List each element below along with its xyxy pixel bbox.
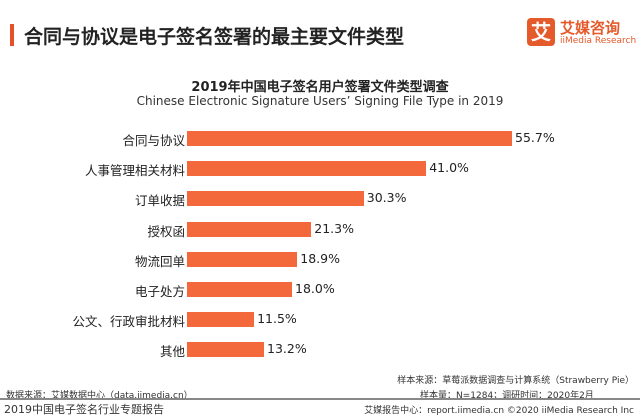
- category-label: 其他: [159, 344, 185, 360]
- data-source: 数据来源：艾媒数据中心（data.iimedia.cn）: [6, 391, 193, 401]
- bar: [187, 251, 298, 267]
- value-label: 13.2%: [267, 341, 307, 357]
- bar: [187, 282, 293, 297]
- value-label: 11.5%: [257, 311, 297, 327]
- page-title: 合同与协议是电子签名签署的最主要文件类型: [24, 26, 405, 48]
- value-label: 41.0%: [429, 160, 469, 176]
- bar: [187, 342, 265, 358]
- category-label: 授权函: [147, 223, 185, 239]
- value-label: 18.0%: [295, 281, 335, 296]
- value-label: 21.3%: [314, 220, 354, 236]
- value-label: 55.7%: [515, 130, 555, 145]
- category-label: 电子处方: [134, 284, 185, 299]
- sample-source: 样本来源：草莓派数据调查与计算系统（Strawberry Pie）: [397, 376, 634, 386]
- bar: [187, 161, 427, 177]
- copyright: 艾媒报告中心：report.iimedia.cn ©2020 iiMedia R…: [364, 406, 634, 416]
- value-label: 18.9%: [300, 250, 340, 266]
- bar: [187, 312, 255, 328]
- category-label: 合同与协议: [122, 133, 185, 148]
- report-name: 2019中国电子签名行业专题报告: [4, 403, 164, 416]
- bar: [187, 221, 312, 237]
- category-label: 公文、行政审批材料: [72, 314, 185, 330]
- bar: [187, 131, 512, 146]
- value-label: 30.3%: [366, 190, 407, 206]
- sample-info: 样本量：N=1284；调研时间：2020年2月: [420, 391, 594, 401]
- logo-mark: 艾: [527, 18, 555, 46]
- category-label: 物流回单: [134, 253, 185, 269]
- category-label: 人事管理相关材料: [84, 163, 185, 179]
- chart-title: 2019年中国电子签名用户签署文件类型调查: [191, 80, 449, 95]
- category-label: 订单收据: [134, 193, 185, 209]
- chart-subtitle: Chinese Electronic Signature Users’ Sign…: [136, 94, 504, 108]
- bar: [187, 191, 364, 207]
- footer-divider: [0, 398, 640, 400]
- logo-cn: 艾媒咨询: [560, 19, 621, 37]
- header-accent: [10, 24, 14, 46]
- logo-en: iiMedia Research: [560, 36, 637, 46]
